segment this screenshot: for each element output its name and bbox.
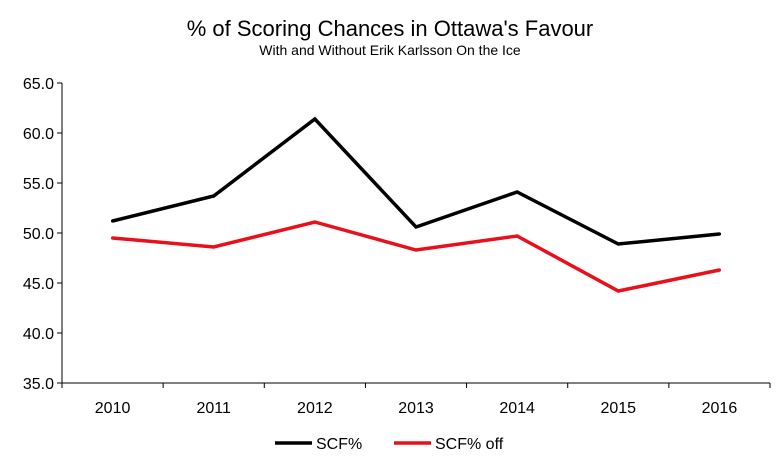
chart-title: % of Scoring Chances in Ottawa's Favour — [187, 16, 594, 41]
y-tick-label: 55.0 — [23, 176, 54, 193]
data-point — [717, 232, 722, 236]
series-lines — [110, 116, 722, 293]
series-line-scf-off — [112, 220, 720, 293]
x-tick-label: 2016 — [702, 400, 738, 417]
data-point — [515, 190, 519, 194]
data-point — [110, 219, 115, 223]
x-tick-label: 2014 — [499, 400, 535, 417]
x-tick-label: 2011 — [197, 400, 232, 417]
legend-label: SCF% — [316, 436, 362, 453]
data-point — [717, 268, 722, 272]
data-point — [110, 236, 115, 240]
data-point — [616, 289, 620, 293]
y-tick-label: 50.0 — [23, 226, 54, 243]
data-point — [313, 220, 317, 224]
x-tick-label: 2013 — [398, 400, 434, 417]
data-point — [414, 248, 418, 252]
axes: 35.0 40.0 45.0 50.0 55.0 60.0 65.0 2010 2011 2012… — [23, 76, 771, 417]
data-point — [414, 225, 418, 229]
y-tick-label: 35.0 — [23, 376, 54, 393]
chart-subtitle: With and Without Erik Karlsson On the Ic… — [259, 42, 521, 58]
series-line-scf — [112, 116, 720, 246]
data-point — [616, 242, 620, 246]
x-tick-label: 2015 — [600, 400, 636, 417]
y-tick-label: 45.0 — [23, 276, 54, 293]
data-point — [313, 117, 317, 121]
legend: SCF% SCF% off — [275, 436, 504, 453]
x-tick-label: 2010 — [95, 400, 131, 417]
y-tick-label: 65.0 — [23, 76, 54, 93]
y-tick-label: 40.0 — [23, 326, 54, 343]
x-tick-label: 2012 — [297, 400, 333, 417]
legend-label: SCF% off — [435, 436, 504, 453]
y-tick-label: 60.0 — [23, 126, 54, 143]
data-point — [515, 234, 519, 238]
data-point — [212, 245, 216, 249]
data-point — [212, 194, 216, 198]
